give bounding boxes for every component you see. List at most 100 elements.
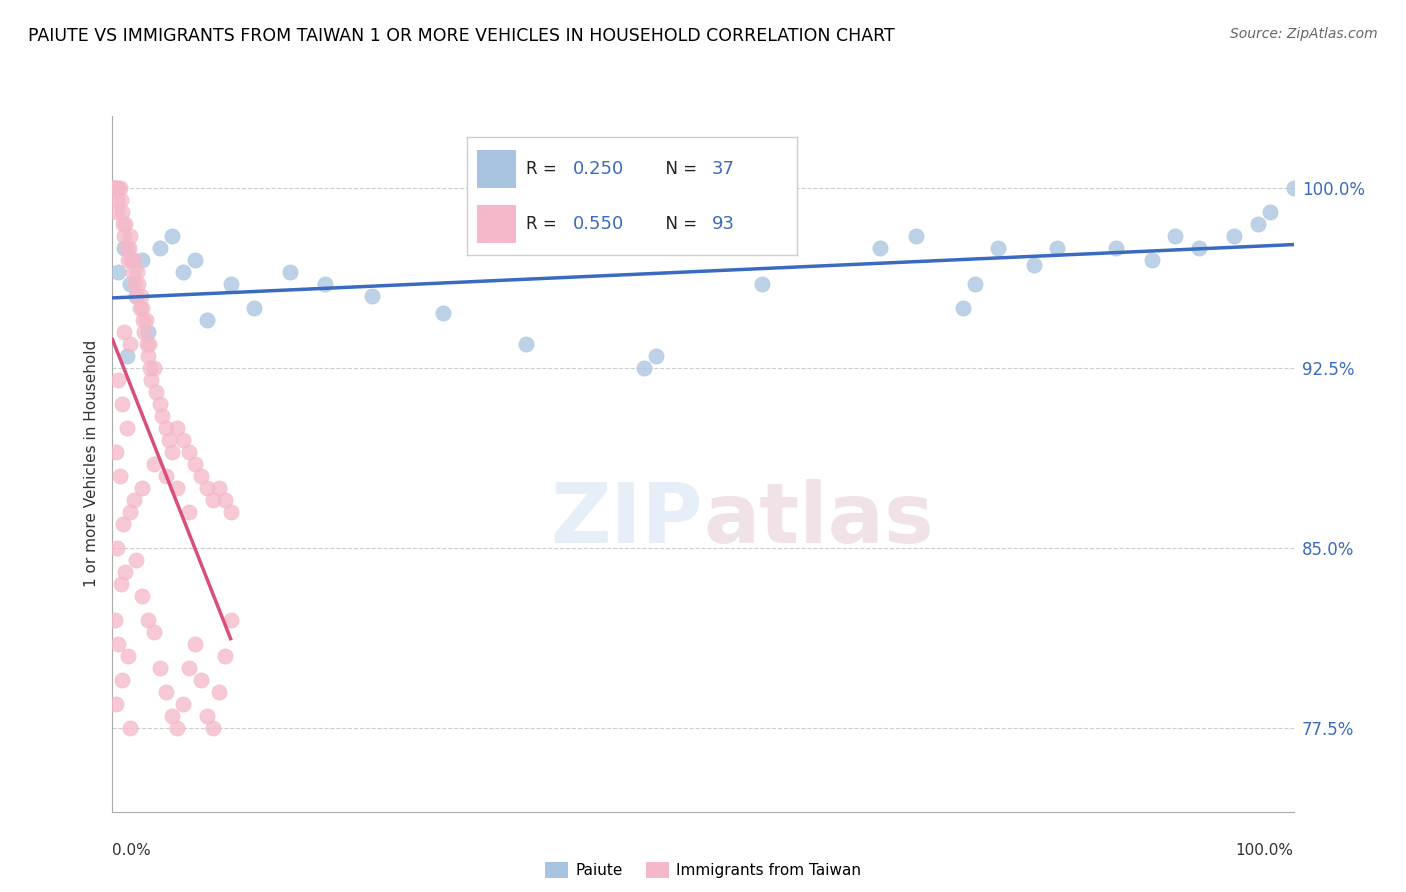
Point bbox=[904, 228, 927, 243]
Point bbox=[869, 241, 891, 255]
Y-axis label: 1 or more Vehicles in Household: 1 or more Vehicles in Household bbox=[83, 340, 98, 588]
Point bbox=[120, 277, 142, 291]
Point bbox=[1247, 217, 1270, 231]
Point bbox=[214, 648, 236, 663]
Point bbox=[115, 421, 138, 435]
Point bbox=[131, 481, 153, 495]
Point bbox=[115, 349, 138, 363]
Point bbox=[155, 421, 177, 435]
Point bbox=[149, 661, 172, 675]
Point bbox=[219, 277, 242, 291]
Text: atlas: atlas bbox=[703, 479, 934, 560]
Point bbox=[208, 481, 231, 495]
Point bbox=[963, 277, 986, 291]
Point bbox=[166, 481, 188, 495]
Point bbox=[172, 697, 194, 711]
Point bbox=[114, 565, 136, 579]
Text: 100.0%: 100.0% bbox=[1236, 843, 1294, 858]
Point bbox=[1258, 205, 1281, 219]
Point bbox=[644, 349, 666, 363]
Legend: Paiute, Immigrants from Taiwan: Paiute, Immigrants from Taiwan bbox=[538, 856, 868, 884]
Point bbox=[120, 252, 142, 267]
Point bbox=[135, 313, 157, 327]
Point bbox=[160, 228, 183, 243]
Point bbox=[1046, 241, 1069, 255]
Point bbox=[172, 433, 194, 447]
Point bbox=[131, 252, 153, 267]
Point bbox=[117, 252, 139, 267]
Point bbox=[107, 181, 129, 195]
Point bbox=[157, 433, 180, 447]
Point bbox=[112, 217, 135, 231]
Point bbox=[142, 360, 165, 375]
Text: Source: ZipAtlas.com: Source: ZipAtlas.com bbox=[1230, 27, 1378, 41]
Point bbox=[184, 252, 207, 267]
Text: 0.0%: 0.0% bbox=[112, 843, 152, 858]
Point bbox=[125, 289, 148, 303]
Point bbox=[166, 721, 188, 735]
Point bbox=[128, 301, 150, 315]
Point bbox=[135, 337, 157, 351]
Point bbox=[127, 277, 149, 291]
Text: ZIP: ZIP bbox=[551, 479, 703, 560]
Point bbox=[107, 637, 129, 651]
Point bbox=[314, 277, 336, 291]
Point bbox=[190, 468, 212, 483]
Point bbox=[125, 289, 148, 303]
Point bbox=[112, 325, 135, 339]
Point bbox=[112, 241, 135, 255]
Point bbox=[149, 397, 172, 411]
Point bbox=[112, 228, 135, 243]
Point bbox=[105, 697, 128, 711]
Point bbox=[142, 624, 165, 639]
Point bbox=[145, 384, 167, 399]
Point bbox=[751, 277, 773, 291]
Point bbox=[1282, 181, 1305, 195]
Point bbox=[112, 516, 135, 531]
Point bbox=[150, 409, 173, 423]
Point bbox=[201, 492, 224, 507]
Point bbox=[184, 457, 207, 471]
Point bbox=[278, 265, 301, 279]
Point bbox=[166, 421, 188, 435]
Point bbox=[190, 673, 212, 687]
Point bbox=[1188, 241, 1211, 255]
Point bbox=[125, 553, 148, 567]
Point bbox=[134, 325, 156, 339]
Point bbox=[160, 445, 183, 459]
Point bbox=[243, 301, 266, 315]
Point bbox=[103, 181, 125, 195]
Point bbox=[195, 481, 218, 495]
Point bbox=[141, 373, 163, 387]
Point bbox=[120, 505, 142, 519]
Point bbox=[361, 289, 384, 303]
Point bbox=[105, 181, 128, 195]
Point bbox=[105, 445, 128, 459]
Point bbox=[138, 337, 160, 351]
Point bbox=[432, 306, 454, 320]
Point bbox=[987, 241, 1010, 255]
Point bbox=[208, 685, 231, 699]
Point bbox=[136, 349, 159, 363]
Point bbox=[195, 708, 218, 723]
Point bbox=[179, 445, 201, 459]
Point bbox=[179, 661, 201, 675]
Point bbox=[111, 205, 134, 219]
Point bbox=[1140, 252, 1163, 267]
Point bbox=[131, 301, 153, 315]
Point bbox=[136, 613, 159, 627]
Point bbox=[121, 265, 143, 279]
Point bbox=[108, 181, 131, 195]
Point bbox=[136, 325, 159, 339]
Point bbox=[104, 181, 127, 195]
Point bbox=[103, 181, 125, 195]
Point bbox=[122, 252, 145, 267]
Point bbox=[1223, 228, 1246, 243]
Point bbox=[120, 228, 142, 243]
Point bbox=[179, 505, 201, 519]
Point bbox=[117, 648, 139, 663]
Point bbox=[124, 277, 146, 291]
Point bbox=[139, 360, 162, 375]
Point bbox=[172, 265, 194, 279]
Point bbox=[201, 721, 224, 735]
